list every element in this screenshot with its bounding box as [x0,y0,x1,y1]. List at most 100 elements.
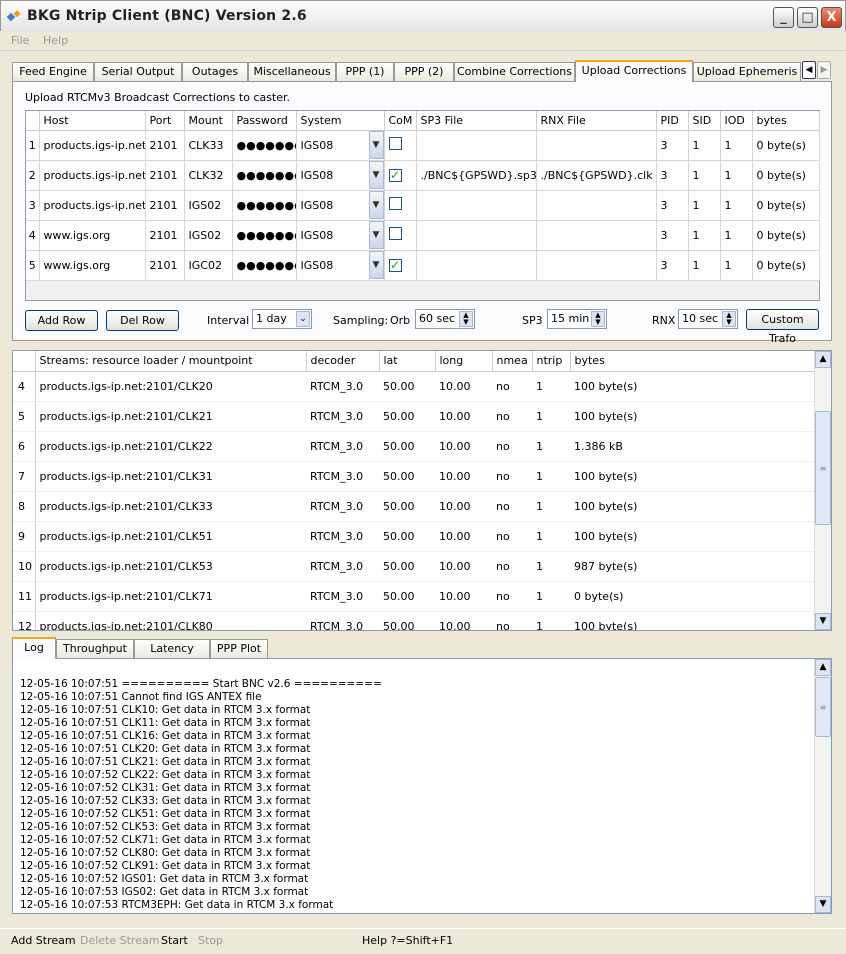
system-combobox[interactable]: IGS08 ▼ [301,221,383,249]
iod-cell[interactable]: 1 [720,130,753,161]
start-button[interactable]: Start [161,934,188,947]
scroll-down-icon[interactable]: ▼ [815,613,831,630]
com-checkbox[interactable] [388,227,402,240]
pid-cell[interactable]: 3 [656,250,689,281]
streams-scrollbar[interactable]: ▲ ≡ ▼ [814,351,831,630]
interval-select[interactable]: 1 day ⌄ [252,309,312,329]
system-cell[interactable]: IGS08 ▼ [296,190,385,221]
sp3-cell[interactable] [416,220,537,251]
streams-column-header[interactable]: lat [379,351,436,372]
tab-feed-engine[interactable]: Feed Engine [12,62,94,81]
column-header-bytes[interactable]: bytes [752,111,820,131]
stream-row[interactable]: 8 products.igs-ip.net:2101/CLK33 RTCM_3.0 5… [13,491,815,522]
pid-cell[interactable]: 3 [656,220,689,251]
system-cell[interactable]: IGS08 ▼ [296,220,385,251]
sp3-cell[interactable] [416,190,537,221]
iod-cell[interactable]: 1 [720,220,753,251]
log-tab-latency[interactable]: Latency [134,639,210,658]
port-cell[interactable]: 2101 [145,130,185,161]
scroll-down-icon[interactable]: ▼ [815,896,831,913]
rnx-cell[interactable] [536,220,657,251]
rnx-cell[interactable] [536,250,657,281]
sid-cell[interactable]: 1 [688,160,721,191]
tab-serial-output[interactable]: Serial Output [94,62,182,81]
system-combobox[interactable]: IGS08 ▼ [301,191,383,219]
scroll-thumb[interactable]: ≡ [815,411,831,525]
com-checkbox[interactable] [388,197,402,210]
scroll-thumb[interactable]: ≡ [815,677,831,737]
log-area[interactable]: 12-05-16 10:07:51 ========== Start BNC v… [12,658,832,914]
delete-stream-button[interactable]: Delete Stream [80,934,160,947]
port-cell[interactable]: 2101 [145,160,185,191]
com-checkbox[interactable] [388,137,402,150]
chevron-down-icon[interactable]: ▼ [368,221,383,249]
rnx-cell[interactable] [536,130,657,161]
streams-column-header[interactable]: long [435,351,493,372]
port-cell[interactable]: 2101 [145,250,185,281]
host-cell[interactable]: www.igs.org [39,220,146,251]
column-header-sp3-file[interactable]: SP3 File [416,111,537,131]
host-cell[interactable]: products.igs-ip.net [39,130,146,161]
mount-cell[interactable]: CLK33 [184,130,233,161]
tab-upload-ephemeris[interactable]: Upload Ephemeris [693,62,801,81]
port-cell[interactable]: 2101 [145,190,185,221]
add-stream-button[interactable]: Add Stream [11,934,76,947]
column-header-sid[interactable]: SID [688,111,721,131]
chevron-down-icon[interactable]: ▼ [368,191,383,219]
sp3-cell[interactable] [416,130,537,161]
spin-arrows-icon[interactable]: ▲ ▼ [591,311,605,327]
tab-outages[interactable]: Outages [182,62,248,81]
chevron-down-icon[interactable]: ▼ [368,161,383,189]
tab-miscellaneous[interactable]: Miscellaneous [248,62,336,81]
close-button[interactable]: X [821,7,842,28]
port-cell[interactable]: 2101 [145,220,185,251]
scroll-up-icon[interactable]: ▲ [815,351,831,368]
del-row-button[interactable]: Del Row [106,310,179,331]
log-tab-log[interactable]: Log [12,637,56,659]
tab-ppp-2[interactable]: PPP (2) [394,62,454,81]
host-cell[interactable]: products.igs-ip.net [39,160,146,191]
pid-cell[interactable]: 3 [656,160,689,191]
log-scrollbar[interactable]: ▲ ≡ ▼ [814,659,831,913]
iod-cell[interactable]: 1 [720,190,753,221]
stream-row[interactable]: 12 products.igs-ip.net:2101/CLK80 RTCM_3.0… [13,611,815,630]
system-cell[interactable]: IGS08 ▼ [296,130,385,161]
password-cell[interactable]: ●●●●●●● [232,250,297,281]
sid-cell[interactable]: 1 [688,220,721,251]
tab-scroll-left-button[interactable]: ◀ [802,61,816,79]
sid-cell[interactable]: 1 [688,190,721,221]
com-cell[interactable] [384,130,417,161]
stream-row[interactable]: 11 products.igs-ip.net:2101/CLK71 RTCM_3.0… [13,581,815,612]
password-cell[interactable]: ●●●●●●●● [232,190,297,221]
stream-row[interactable]: 6 products.igs-ip.net:2101/CLK22 RTCM_3.0 5… [13,431,815,462]
iod-cell[interactable]: 1 [720,250,753,281]
tab-upload-corrections[interactable]: Upload Corrections [575,60,693,82]
password-cell[interactable]: ●●●●●●●● [232,160,297,191]
rnx-cell[interactable] [536,190,657,221]
tab-ppp-1[interactable]: PPP (1) [336,62,394,81]
column-header-mount[interactable]: Mount [184,111,233,131]
streams-column-header[interactable]: bytes [570,351,816,372]
scroll-up-icon[interactable]: ▲ [815,659,831,676]
log-tab-ppp-plot[interactable]: PPP Plot [210,639,268,658]
log-tab-throughput[interactable]: Throughput [56,639,134,658]
tab-combine-corrections[interactable]: Combine Corrections [454,62,575,81]
column-header-iod[interactable]: IOD [720,111,753,131]
chevron-down-icon[interactable]: ⌄ [296,311,310,327]
mount-cell[interactable]: CLK32 [184,160,233,191]
stream-row[interactable]: 10 products.igs-ip.net:2101/CLK53 RTCM_3.0… [13,551,815,582]
mount-cell[interactable]: IGC02 [184,250,233,281]
system-cell[interactable]: IGS08 ▼ [296,160,385,191]
com-cell[interactable]: ✓ [384,250,417,281]
column-header-password[interactable]: Password [232,111,297,131]
column-header-rnx-file[interactable]: RNX File [536,111,657,131]
sp3-spinbox[interactable]: 15 min ▲ ▼ [547,309,607,329]
com-cell[interactable]: ✓ [384,160,417,191]
streams-column-header[interactable]: decoder [306,351,380,372]
add-row-button[interactable]: Add Row [25,310,98,331]
chevron-down-icon[interactable]: ▼ [368,131,383,159]
spin-arrows-icon[interactable]: ▲ ▼ [722,311,736,327]
com-cell[interactable] [384,190,417,221]
sp3-cell[interactable] [416,250,537,281]
password-cell[interactable]: ●●●●●●●● [232,130,297,161]
